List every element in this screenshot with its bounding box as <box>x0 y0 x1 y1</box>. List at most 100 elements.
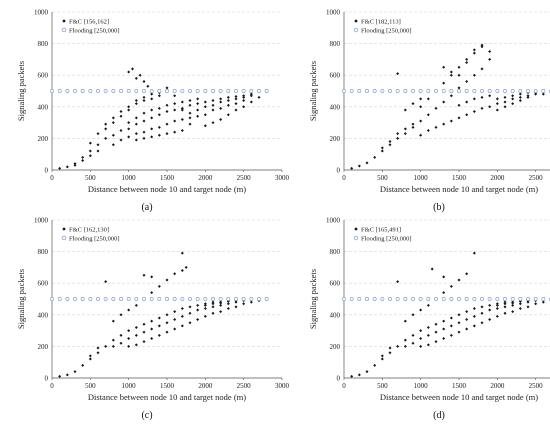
data-point-fc <box>480 305 484 309</box>
data-point-fc <box>211 103 215 107</box>
data-point-fc <box>480 321 484 325</box>
data-point-fc <box>434 106 438 110</box>
data-point-fc <box>150 337 154 340</box>
data-point-flooding <box>126 89 131 93</box>
data-point-fc <box>403 132 407 136</box>
data-point-fc <box>488 50 492 53</box>
x-tick-label: 500 <box>85 174 96 182</box>
x-tick-label: 1500 <box>452 174 467 182</box>
data-point-flooding <box>464 89 469 93</box>
data-point-fc <box>142 80 146 84</box>
x-tick-label: 0 <box>342 382 346 390</box>
data-point-flooding <box>526 297 530 301</box>
legend-marker-flooding <box>353 235 359 241</box>
data-point-fc <box>449 316 453 320</box>
data-point-fc <box>127 70 131 74</box>
y-tick-label: 200 <box>330 135 341 143</box>
data-point-fc <box>449 333 453 337</box>
data-point-fc <box>249 100 253 104</box>
data-point-fc <box>426 343 430 347</box>
data-point-flooding <box>203 297 208 301</box>
data-point-fc <box>211 108 215 112</box>
data-point-flooding <box>195 297 200 301</box>
data-point-flooding <box>188 297 192 301</box>
data-point-fc <box>146 84 150 88</box>
data-point-fc <box>150 116 154 120</box>
data-point-fc <box>211 121 215 125</box>
data-point-fc <box>373 363 377 367</box>
data-point-fc <box>465 80 469 84</box>
data-point-fc <box>457 313 461 317</box>
data-point-flooding <box>88 297 93 301</box>
y-tick-label: 600 <box>330 72 341 80</box>
data-point-fc <box>142 322 146 326</box>
legend-marker-fc <box>354 19 358 23</box>
data-point-fc <box>442 291 446 295</box>
data-point-flooding <box>411 89 415 93</box>
data-point-fc <box>442 81 446 85</box>
data-point-flooding <box>57 297 62 301</box>
x-tick-label: 2500 <box>237 382 252 390</box>
data-point-flooding <box>342 89 346 93</box>
data-point-fc <box>219 106 223 110</box>
data-point-fc <box>249 94 253 98</box>
data-point-fc <box>81 159 85 163</box>
data-point-flooding <box>411 297 415 301</box>
data-point-fc <box>211 305 215 309</box>
x-tick-label: 2000 <box>198 174 213 182</box>
data-point-fc <box>142 98 146 102</box>
data-point-fc <box>396 72 400 76</box>
data-point-fc <box>196 114 200 118</box>
data-point-fc <box>119 110 123 114</box>
data-point-fc <box>388 351 392 355</box>
data-point-fc <box>226 306 230 310</box>
data-point-fc <box>173 272 177 276</box>
data-point-fc <box>127 337 131 340</box>
data-point-fc <box>134 333 138 337</box>
data-point-fc <box>257 95 261 99</box>
x-tick-label: 1000 <box>122 174 137 182</box>
data-point-fc <box>457 116 461 120</box>
data-point-fc <box>134 303 138 307</box>
data-point-flooding <box>518 297 523 301</box>
data-point-fc <box>134 325 138 329</box>
data-point-fc <box>488 105 492 109</box>
data-point-fc <box>403 108 407 112</box>
data-point-fc <box>465 310 469 314</box>
data-point-fc <box>411 125 415 129</box>
data-point-fc <box>65 373 69 377</box>
series-flooding <box>50 89 269 93</box>
data-point-fc <box>234 102 238 106</box>
data-point-fc <box>488 318 492 322</box>
data-point-flooding <box>349 89 354 93</box>
data-point-flooding <box>510 89 515 93</box>
data-point-fc <box>495 102 499 106</box>
data-point-fc <box>380 357 384 361</box>
data-point-fc <box>419 119 423 123</box>
legend-label: F&C [182,113] <box>361 18 401 25</box>
data-point-fc <box>480 45 484 49</box>
data-point-flooding <box>73 89 77 93</box>
legend-label: Flooding [250,000] <box>361 27 412 34</box>
data-point-fc <box>165 110 169 114</box>
data-point-fc <box>419 105 423 109</box>
data-point-flooding <box>126 297 131 301</box>
data-point-fc <box>242 95 246 99</box>
data-point-fc <box>518 306 522 310</box>
data-point-flooding <box>403 89 408 93</box>
data-point-fc <box>511 310 515 314</box>
data-point-fc <box>165 330 169 334</box>
data-point-flooding <box>533 89 538 93</box>
series-fc <box>350 43 550 170</box>
data-point-fc <box>403 344 407 348</box>
data-point-fc <box>430 267 434 271</box>
data-point-fc <box>465 100 469 104</box>
data-point-fc <box>449 73 453 77</box>
data-point-fc <box>472 97 476 101</box>
data-point-fc <box>134 138 138 142</box>
data-point-fc <box>58 374 62 378</box>
x-tick-label: 1500 <box>160 174 175 182</box>
data-point-fc <box>242 105 246 109</box>
data-point-fc <box>96 346 100 350</box>
data-point-fc <box>188 98 192 102</box>
